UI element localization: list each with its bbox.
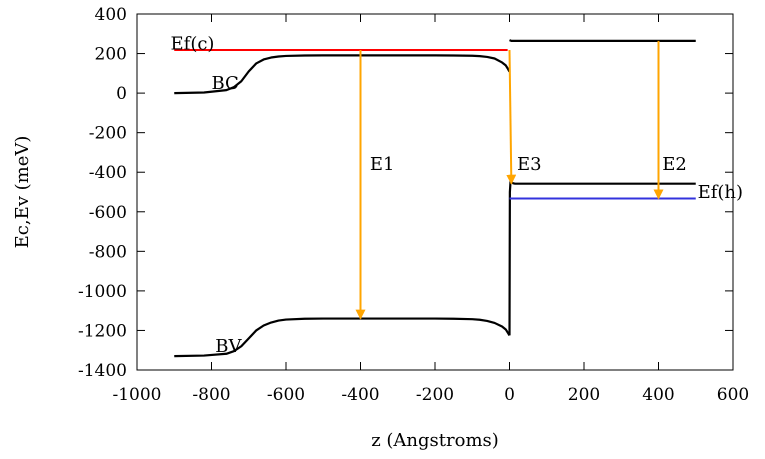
y-tick-label: -1200: [78, 321, 127, 341]
x-tick-label: 400: [642, 385, 674, 405]
x-tick-label: -1000: [112, 385, 161, 405]
x-axis-label: z (Angstroms): [371, 430, 499, 451]
x-tick-label: -400: [341, 385, 379, 405]
y-tick-label: -800: [89, 242, 127, 262]
band-edge-line: [174, 54, 511, 95]
annotation-label: Ef(h): [698, 182, 743, 203]
x-tick-label: 600: [717, 385, 749, 405]
annotation-label: Ef(c): [171, 34, 215, 55]
x-tick-label: 0: [504, 385, 515, 405]
y-tick-label: -200: [89, 124, 127, 144]
band-edge-line: [509, 39, 696, 42]
x-tick-label: -200: [416, 385, 454, 405]
fermi-level-lines: [174, 48, 696, 200]
transition-arrows: [355, 40, 664, 320]
plot-frame: [136, 13, 734, 371]
y-tick-label: 400: [95, 5, 127, 25]
annotations: BC BV E1 E3 E2 Ef(c) Ef(h): [171, 34, 744, 358]
annotation-label: BV: [215, 336, 242, 357]
annotation-label: E3: [517, 154, 542, 175]
y-axis-label: Ec,Ev (meV): [12, 136, 33, 249]
band-edge-line: [174, 317, 511, 358]
y-tick-label: -400: [89, 163, 127, 183]
annotation-label: BC: [212, 73, 239, 94]
x-tick-label: 200: [568, 385, 600, 405]
x-tick-label: -600: [267, 385, 305, 405]
tick-labels: -1000 -800 -600 -400 -200 0 200 400 600 -1400 -120…: [78, 5, 749, 405]
y-tick-label: -600: [89, 203, 127, 223]
x-tick-label: -800: [192, 385, 230, 405]
y-tick-label: -1000: [78, 282, 127, 302]
transition-arrow: [506, 49, 517, 185]
y-tick-label: -1400: [78, 361, 127, 381]
y-tick-label: 0: [116, 84, 127, 104]
annotation-label: E1: [370, 154, 395, 175]
annotation-label: E2: [662, 154, 687, 175]
y-tick-label: 200: [95, 45, 127, 65]
